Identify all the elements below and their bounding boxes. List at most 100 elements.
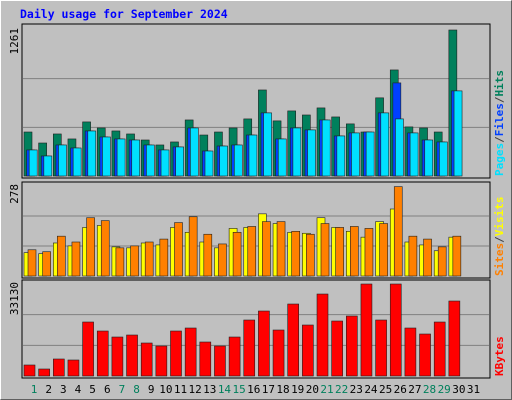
bar <box>292 127 302 177</box>
bar <box>131 139 141 177</box>
x-tick-label: 13 <box>203 383 216 396</box>
bar <box>144 241 154 277</box>
bar <box>42 251 51 277</box>
x-tick-label: 19 <box>291 383 304 396</box>
bar <box>408 235 418 277</box>
bar <box>58 144 67 177</box>
legend-entry: KBytes <box>493 336 506 376</box>
x-tick-label: 15 <box>232 383 245 396</box>
bar <box>214 345 226 377</box>
x-tick-label: 2 <box>45 383 52 396</box>
x-tick-label: 1 <box>31 383 38 396</box>
bar <box>453 90 463 177</box>
bar <box>56 235 66 277</box>
x-tick-label: 4 <box>75 383 82 396</box>
bar <box>365 131 375 177</box>
bar <box>433 321 446 377</box>
bar <box>423 238 432 277</box>
legend-entry: Pages <box>493 143 506 176</box>
x-tick-label: 7 <box>119 383 126 396</box>
bar <box>100 220 110 277</box>
y-tick-label: 1261 <box>8 28 21 55</box>
bar <box>360 283 373 377</box>
bar <box>23 364 36 377</box>
bar <box>336 135 346 177</box>
bar <box>232 231 242 277</box>
bar <box>409 132 419 177</box>
bar <box>72 147 82 177</box>
x-tick-label: 23 <box>350 383 363 396</box>
x-tick-label: 5 <box>89 383 96 396</box>
bar <box>52 358 65 377</box>
bar <box>335 227 344 277</box>
legend: KBytes <box>493 336 506 376</box>
bar <box>419 333 431 377</box>
bar <box>393 186 403 277</box>
x-tick-label: 10 <box>159 383 172 396</box>
legend-separator: / <box>493 96 506 103</box>
x-tick-label: 21 <box>320 383 333 396</box>
bar <box>375 319 387 377</box>
bar <box>190 127 199 177</box>
bar <box>218 243 227 277</box>
bar <box>175 146 184 177</box>
bar <box>404 327 417 377</box>
x-tick-label: 30 <box>452 383 465 396</box>
bar <box>437 246 447 277</box>
bar <box>115 247 125 277</box>
legend-entry: Files <box>493 103 506 136</box>
bar <box>439 141 448 177</box>
x-tick-label: 29 <box>438 383 451 396</box>
bar <box>380 112 390 177</box>
x-tick-label: 18 <box>276 383 289 396</box>
bar <box>277 138 287 177</box>
bar <box>234 144 243 177</box>
x-tick-label: 9 <box>148 383 155 396</box>
x-tick-label: 31 <box>467 383 480 396</box>
bar <box>159 238 169 277</box>
bar <box>452 235 462 277</box>
bar <box>146 144 155 177</box>
bar <box>291 231 301 277</box>
legend-entry: Hits <box>493 70 506 97</box>
bar <box>170 330 182 377</box>
bar <box>248 134 258 177</box>
bar <box>395 118 404 177</box>
x-tick-label: 17 <box>262 383 275 396</box>
bar <box>140 342 153 377</box>
bar <box>174 222 183 277</box>
bar <box>102 136 111 177</box>
bar <box>219 145 228 177</box>
x-tick-label: 12 <box>189 383 202 396</box>
legend-separator: / <box>493 236 506 243</box>
bar <box>424 139 434 177</box>
bar <box>320 223 330 277</box>
bar <box>160 149 170 177</box>
legend-separator: / <box>493 136 506 143</box>
legend-entry: Sites <box>493 243 506 276</box>
bar <box>38 368 50 377</box>
legend: Sites/Visits <box>493 197 506 277</box>
bar <box>331 320 343 377</box>
bar <box>155 345 168 377</box>
bar <box>96 330 109 377</box>
bar <box>126 334 138 377</box>
bar <box>316 293 329 377</box>
x-tick-label: 20 <box>306 383 319 396</box>
bar <box>379 223 388 277</box>
x-tick-label: 16 <box>247 383 260 396</box>
bar <box>364 228 374 277</box>
x-tick-label: 22 <box>335 383 348 396</box>
bar <box>130 245 139 277</box>
x-tick-label: 26 <box>394 383 407 396</box>
y-tick-label: 33130 <box>8 282 21 315</box>
bar <box>228 336 241 377</box>
bar <box>86 217 95 277</box>
bar <box>243 319 256 377</box>
chart-title: Daily usage for September 2024 <box>20 7 228 21</box>
bar <box>287 303 300 377</box>
bar <box>111 336 124 377</box>
x-tick-label: 28 <box>423 383 436 396</box>
